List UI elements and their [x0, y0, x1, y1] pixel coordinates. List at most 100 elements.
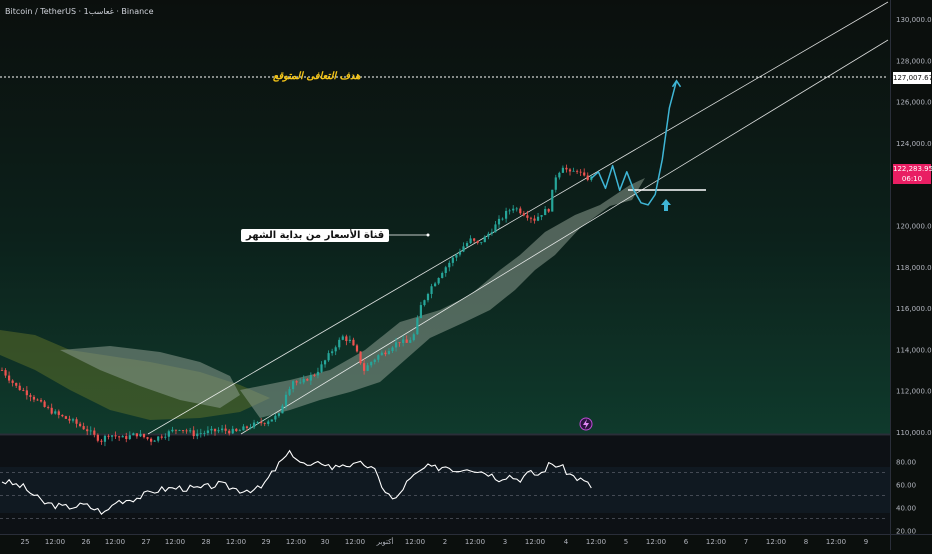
- rsi-axis-label: 80.00: [896, 458, 916, 466]
- candle-body: [54, 411, 57, 414]
- candle-body: [61, 414, 64, 417]
- time-axis-label: 12:00: [405, 538, 425, 546]
- candle-body: [416, 318, 419, 335]
- candle-body: [71, 419, 75, 421]
- rsi-line: [1, 449, 592, 516]
- candle-body: [483, 236, 486, 243]
- time-axis-label: 4: [564, 538, 569, 546]
- candle-body: [75, 419, 78, 424]
- candle-body: [4, 370, 7, 376]
- candle-body: [529, 217, 533, 219]
- time-axis-label: 30: [321, 538, 330, 546]
- candle-body: [29, 395, 32, 397]
- price-axis-label: 124,000.00: [896, 140, 932, 148]
- candle-body: [544, 209, 547, 216]
- time-axis-label: 26: [82, 538, 91, 546]
- candle-body: [50, 407, 53, 414]
- candle-body: [387, 351, 391, 355]
- target-label: هدف التعافى المتوقع: [273, 71, 361, 82]
- candle-body: [135, 433, 138, 437]
- candle-body: [465, 243, 469, 247]
- time-axis-label: 5: [624, 538, 628, 546]
- candle-body: [93, 430, 96, 435]
- candle-body: [139, 433, 142, 437]
- rsi-axis-label: 20.00: [896, 527, 916, 535]
- last-price-tag: 122,283.95 06:10: [893, 164, 932, 184]
- candle-body: [299, 382, 302, 384]
- candle-body: [8, 375, 11, 381]
- candle-body: [192, 430, 195, 437]
- projection-path: [590, 80, 678, 206]
- candle-body: [260, 421, 263, 424]
- time-axis-label: 29: [262, 538, 271, 546]
- candle-body: [419, 305, 422, 319]
- candle-body: [284, 394, 288, 406]
- time-axis-label: 3: [503, 538, 507, 546]
- channel-lower-line: [240, 39, 889, 435]
- candle-body: [380, 352, 383, 356]
- candle-body: [327, 353, 330, 361]
- candle-body: [221, 428, 224, 431]
- ichimoku-cloud-early: [60, 346, 240, 408]
- time-axis[interactable]: 25 12:00 26 12:00 27 12:00 28 12:00 29 12:00 30 12:…: [21, 537, 869, 546]
- candle-body: [47, 406, 50, 408]
- rsi-axis: 80.00 60.00 40.00 20.00: [896, 458, 916, 535]
- candle-body: [554, 177, 557, 190]
- candle-body: [249, 427, 252, 429]
- price-axis-label: 126,000.00: [896, 99, 932, 107]
- candle-body: [110, 435, 114, 437]
- candle-body: [384, 352, 387, 355]
- price-axis-label: 130,000.00: [896, 16, 932, 24]
- time-axis-label: 9: [864, 538, 868, 546]
- ichimoku-cloud: [240, 178, 645, 418]
- candle-body: [39, 400, 43, 402]
- time-axis-label: 8: [804, 538, 808, 546]
- target-price-tag: 127,007.67: [893, 72, 932, 84]
- candle-body: [125, 436, 128, 440]
- time-axis-label: 28: [202, 538, 211, 546]
- candle-body: [277, 413, 280, 416]
- price-axis-label: 120,000.00: [896, 223, 932, 231]
- candle-body: [448, 262, 451, 268]
- candle-body: [352, 339, 355, 346]
- candle-body: [494, 224, 497, 233]
- lightning-icon[interactable]: [579, 417, 593, 431]
- candle-body: [522, 213, 525, 216]
- candle-body: [398, 342, 401, 344]
- time-axis-label: 6: [684, 538, 689, 546]
- candle-body: [217, 430, 220, 432]
- candle-body: [316, 371, 320, 376]
- candle-body: [405, 339, 408, 343]
- candle-body: [107, 435, 110, 437]
- candle-body: [455, 254, 458, 258]
- candle-body: [142, 433, 146, 438]
- candle-body: [68, 418, 71, 421]
- candle-body: [206, 430, 209, 433]
- candle-body: [302, 379, 305, 383]
- time-axis-label: 12:00: [105, 538, 125, 546]
- candle-body: [508, 210, 511, 212]
- candle-body: [32, 396, 36, 400]
- price-axis-label: 114,000.00: [896, 346, 932, 354]
- candle-body: [288, 389, 291, 395]
- rsi-band: [0, 467, 890, 513]
- time-axis-label: 12:00: [165, 538, 185, 546]
- candle-body: [355, 345, 359, 352]
- candle-body: [373, 359, 376, 362]
- price-axis[interactable]: 130,000.00 128,000.00 126,000.00 124,000.00…: [896, 16, 932, 437]
- time-axis-label: 12:00: [646, 538, 666, 546]
- candle-body: [224, 428, 227, 431]
- time-axis-label: 12:00: [586, 538, 606, 546]
- candle-body: [377, 355, 380, 360]
- candle-body: [590, 176, 593, 180]
- countdown-value: 06:10: [901, 175, 923, 183]
- symbol-title[interactable]: Bitcoin / TetherUS · 1غعاسب · Binance: [5, 7, 154, 16]
- candle-body: [146, 437, 149, 439]
- candle-body: [128, 435, 131, 440]
- candle-body: [15, 382, 18, 386]
- candle-body: [320, 364, 323, 372]
- time-axis-label: 12:00: [465, 538, 485, 546]
- candles: [0, 164, 593, 447]
